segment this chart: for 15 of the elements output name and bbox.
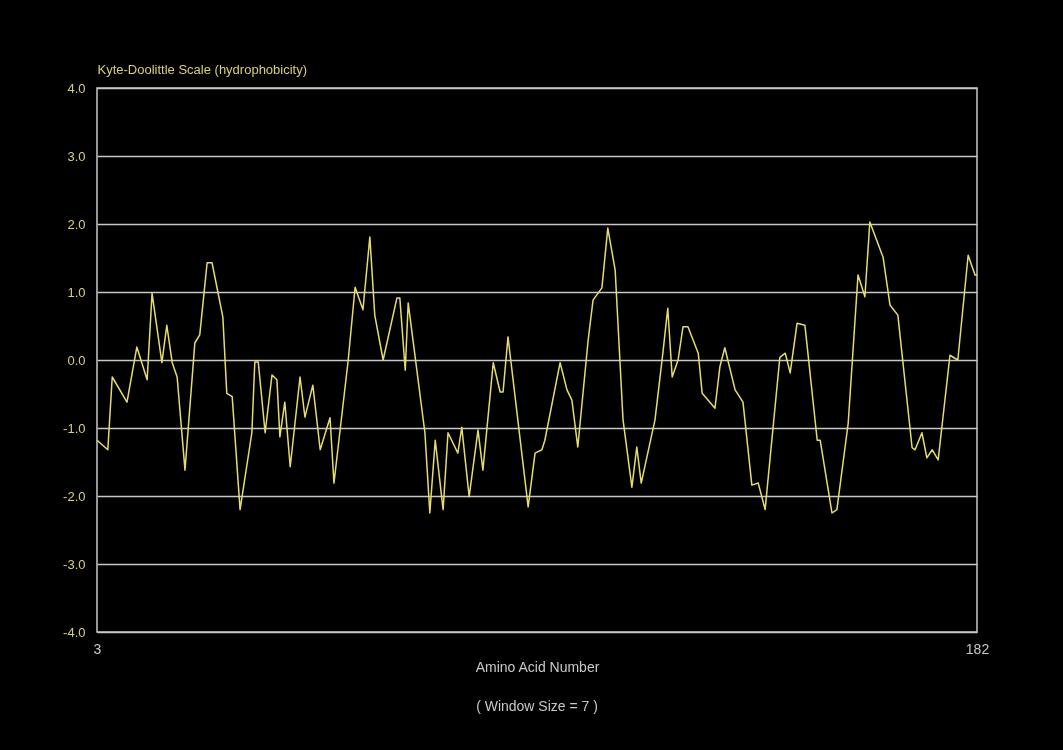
line-series xyxy=(96,221,978,514)
x-axis-title: Amino Acid Number xyxy=(475,658,600,675)
y-tick-label: 3.0 xyxy=(67,148,86,164)
y-axis-title: Kyte-Doolittle Scale (hydrophobicity) xyxy=(97,61,308,77)
y-tick-label: -4.0 xyxy=(63,624,86,640)
x-tick-label: 3 xyxy=(93,640,102,657)
x-tick-label: 182 xyxy=(965,640,990,657)
y-tick-label: 4.0 xyxy=(67,80,86,96)
y-tick-label: -3.0 xyxy=(63,556,86,572)
y-tick-label: 0.0 xyxy=(67,352,86,368)
y-tick-label: 2.0 xyxy=(67,216,86,232)
text: ( Window Size = 7 ) xyxy=(476,698,598,714)
y-tick-label: -1.0 xyxy=(63,420,86,436)
y-tick-label: 1.0 xyxy=(67,284,86,300)
y-tick-label: -2.0 xyxy=(63,488,86,504)
